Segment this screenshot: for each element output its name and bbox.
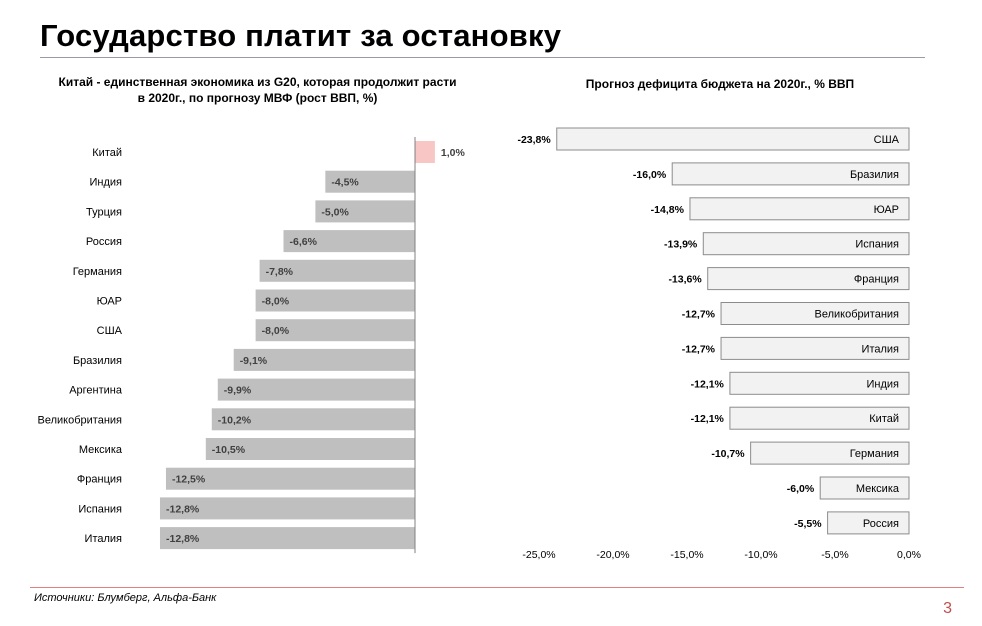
gdp-data-label: -6,6% — [290, 236, 318, 248]
gdp-category-label: Германия — [73, 266, 122, 278]
gdp-category-label: Аргентина — [69, 385, 123, 397]
gdp-data-label: -7,8% — [266, 266, 294, 278]
footer-rule — [30, 587, 964, 588]
deficit-category-label: Германия — [850, 448, 899, 460]
deficit-category-label: США — [874, 134, 900, 146]
deficit-data-label: -13,6% — [668, 274, 702, 286]
gdp-category-label: Великобритания — [38, 414, 123, 426]
gdp-bar — [159, 497, 415, 520]
deficit-x-tick-label: -5,0% — [821, 549, 848, 561]
deficit-bar — [702, 232, 910, 256]
gdp-bar — [211, 408, 415, 431]
deficit-x-tick-label: -20,0% — [596, 549, 629, 561]
gdp-bar — [259, 259, 415, 282]
deficit-category-label: Мексика — [856, 483, 900, 495]
deficit-category-label: ЮАР — [874, 204, 899, 216]
gdp-bar — [205, 438, 415, 460]
gdp-bar — [325, 170, 415, 193]
gdp-data-label: -9,9% — [224, 385, 252, 397]
deficit-data-label: -5,5% — [794, 518, 822, 530]
gdp-category-label: ЮАР — [97, 296, 122, 308]
deficit-data-label: -13,9% — [664, 239, 698, 251]
gdp-bar — [233, 348, 415, 371]
deficit-x-tick-label: -15,0% — [670, 549, 703, 561]
gdp-bar — [165, 467, 415, 490]
deficit-category-label: Индия — [866, 378, 899, 390]
gdp-category-label: Испания — [78, 503, 122, 515]
gdp-chart-title-line-1: Китай - единственная экономика из G20, к… — [58, 75, 457, 89]
deficit-bar — [720, 302, 910, 325]
deficit-x-tick-label: -25,0% — [522, 549, 555, 561]
deficit-bar — [729, 371, 910, 395]
deficit-bar — [689, 197, 910, 221]
deficit-bar — [750, 441, 910, 465]
gdp-category-label: Франция — [77, 474, 122, 486]
gdp-category-label: Бразилия — [73, 355, 122, 367]
gdp-data-label: -4,5% — [331, 177, 359, 189]
gdp-data-label: -10,2% — [218, 414, 252, 426]
gdp-bar — [255, 319, 415, 342]
deficit-category-label: Франция — [854, 274, 899, 286]
deficit-data-label: -12,1% — [691, 378, 725, 390]
slide-title: Государство платит за остановку — [40, 18, 562, 53]
deficit-category-label: Бразилия — [850, 169, 899, 181]
deficit-bar — [671, 162, 910, 186]
deficit-data-label: -23,8% — [517, 134, 551, 146]
gdp-chart-title-line-2: в 2020г., по прогнозу МВФ (рост ВВП, %) — [137, 91, 378, 105]
gdp-data-label: -12,8% — [166, 503, 200, 515]
gdp-data-label: -12,8% — [166, 533, 200, 545]
deficit-data-label: -16,0% — [633, 169, 667, 181]
gdp-data-label: -8,0% — [262, 296, 290, 308]
deficit-x-tick-label: 0,0% — [897, 549, 921, 561]
gdp-data-label: -8,0% — [262, 325, 290, 337]
deficit-bar — [729, 406, 910, 430]
source-note: Источники: Блумберг, Альфа-Банк — [34, 592, 217, 604]
gdp-category-label: Китай — [92, 147, 122, 159]
deficit-category-label: Китай — [869, 413, 899, 425]
gdp-bar — [315, 200, 415, 223]
deficit-category-label: Великобритания — [815, 309, 900, 321]
gdp-chart-title: Китай - единственная экономика из G20, к… — [30, 74, 485, 106]
gdp-category-label: Индия — [89, 177, 122, 189]
deficit-chart-title: Прогноз дефицита бюджета на 2020г., % ВВ… — [585, 77, 855, 91]
gdp-category-label: Турция — [86, 206, 122, 218]
gdp-category-label: Мексика — [79, 444, 123, 456]
gdp-data-label: 1,0% — [441, 147, 466, 159]
deficit-data-label: -14,8% — [651, 204, 685, 216]
gdp-data-label: -10,5% — [212, 444, 246, 456]
page-number: 3 — [943, 600, 952, 617]
deficit-data-label: -10,7% — [711, 448, 745, 460]
gdp-bar — [159, 527, 415, 550]
gdp-category-label: Италия — [85, 533, 123, 545]
deficit-data-label: -6,0% — [787, 483, 815, 495]
gdp-category-label: Россия — [86, 236, 122, 248]
gdp-bar — [217, 378, 415, 401]
deficit-bar — [827, 511, 910, 535]
deficit-category-label: Испания — [855, 239, 899, 251]
gdp-bar — [415, 141, 435, 163]
deficit-bar — [720, 336, 910, 360]
gdp-data-label: -12,5% — [172, 474, 206, 486]
gdp-category-label: США — [97, 325, 123, 337]
deficit-data-label: -12,7% — [682, 309, 716, 321]
deficit-bar — [556, 127, 910, 151]
gdp-data-label: -5,0% — [321, 206, 349, 218]
deficit-x-tick-label: -10,0% — [744, 549, 777, 561]
title-rule — [40, 57, 925, 58]
gdp-bar — [255, 289, 415, 312]
deficit-data-label: -12,7% — [682, 343, 716, 355]
deficit-bar — [819, 476, 910, 500]
deficit-bar — [707, 267, 910, 291]
gdp-bar — [283, 230, 415, 253]
deficit-category-label: Россия — [863, 518, 899, 530]
deficit-data-label: -12,1% — [691, 413, 725, 425]
gdp-data-label: -9,1% — [240, 355, 268, 367]
deficit-category-label: Италия — [862, 343, 900, 355]
